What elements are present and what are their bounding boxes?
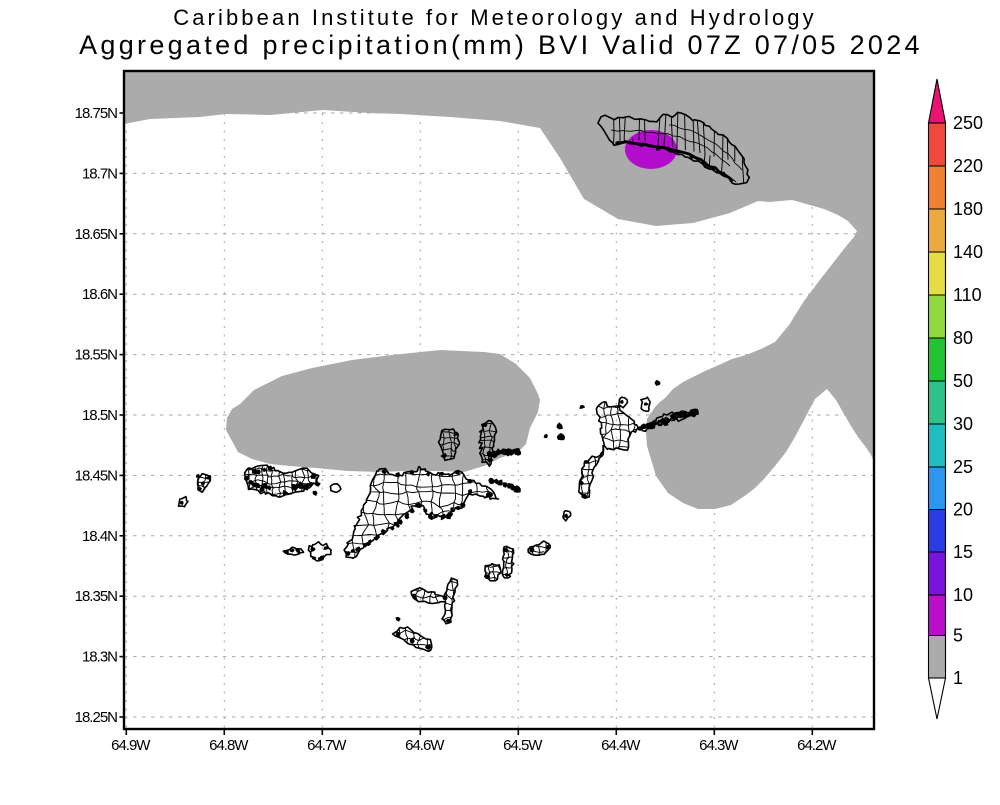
svg-text:50: 50 xyxy=(953,371,973,391)
svg-text:15: 15 xyxy=(953,542,973,562)
svg-text:25: 25 xyxy=(953,457,973,477)
svg-text:250: 250 xyxy=(953,113,983,133)
svg-text:64.6W: 64.6W xyxy=(405,737,445,754)
svg-text:140: 140 xyxy=(953,242,983,262)
svg-text:64.8W: 64.8W xyxy=(209,737,249,754)
svg-text:5: 5 xyxy=(953,626,963,646)
svg-text:18.25N: 18.25N xyxy=(75,709,118,726)
svg-text:18.75N: 18.75N xyxy=(75,105,118,122)
svg-text:18.55N: 18.55N xyxy=(75,347,118,364)
svg-text:18.5N: 18.5N xyxy=(82,407,117,424)
svg-text:180: 180 xyxy=(953,199,983,219)
svg-text:64.2W: 64.2W xyxy=(797,737,837,754)
svg-text:18.6N: 18.6N xyxy=(82,286,117,303)
svg-text:64.5W: 64.5W xyxy=(503,737,543,754)
svg-text:18.65N: 18.65N xyxy=(75,226,118,243)
svg-text:10: 10 xyxy=(953,585,973,605)
svg-text:18.3N: 18.3N xyxy=(82,649,117,666)
svg-text:220: 220 xyxy=(953,156,983,176)
svg-text:20: 20 xyxy=(953,500,973,520)
svg-text:64.4W: 64.4W xyxy=(601,737,641,754)
svg-text:Aggregated precipitation(mm) B: Aggregated precipitation(mm) BVI Valid 0… xyxy=(79,30,923,60)
svg-text:80: 80 xyxy=(953,328,973,348)
svg-text:18.4N: 18.4N xyxy=(82,528,117,545)
svg-text:64.3W: 64.3W xyxy=(699,737,739,754)
svg-text:110: 110 xyxy=(953,285,982,305)
svg-text:64.9W: 64.9W xyxy=(111,737,151,754)
svg-text:18.7N: 18.7N xyxy=(82,165,117,182)
svg-text:30: 30 xyxy=(953,414,973,434)
svg-text:18.45N: 18.45N xyxy=(75,467,118,484)
svg-text:1: 1 xyxy=(953,668,963,688)
svg-text:18.35N: 18.35N xyxy=(75,588,118,605)
svg-text:64.7W: 64.7W xyxy=(307,737,347,754)
svg-text:Caribbean Institute for Meteor: Caribbean Institute for Meteorology and … xyxy=(173,5,817,30)
